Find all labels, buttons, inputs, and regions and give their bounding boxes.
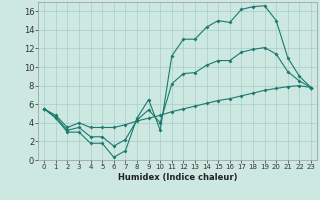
X-axis label: Humidex (Indice chaleur): Humidex (Indice chaleur) — [118, 173, 237, 182]
